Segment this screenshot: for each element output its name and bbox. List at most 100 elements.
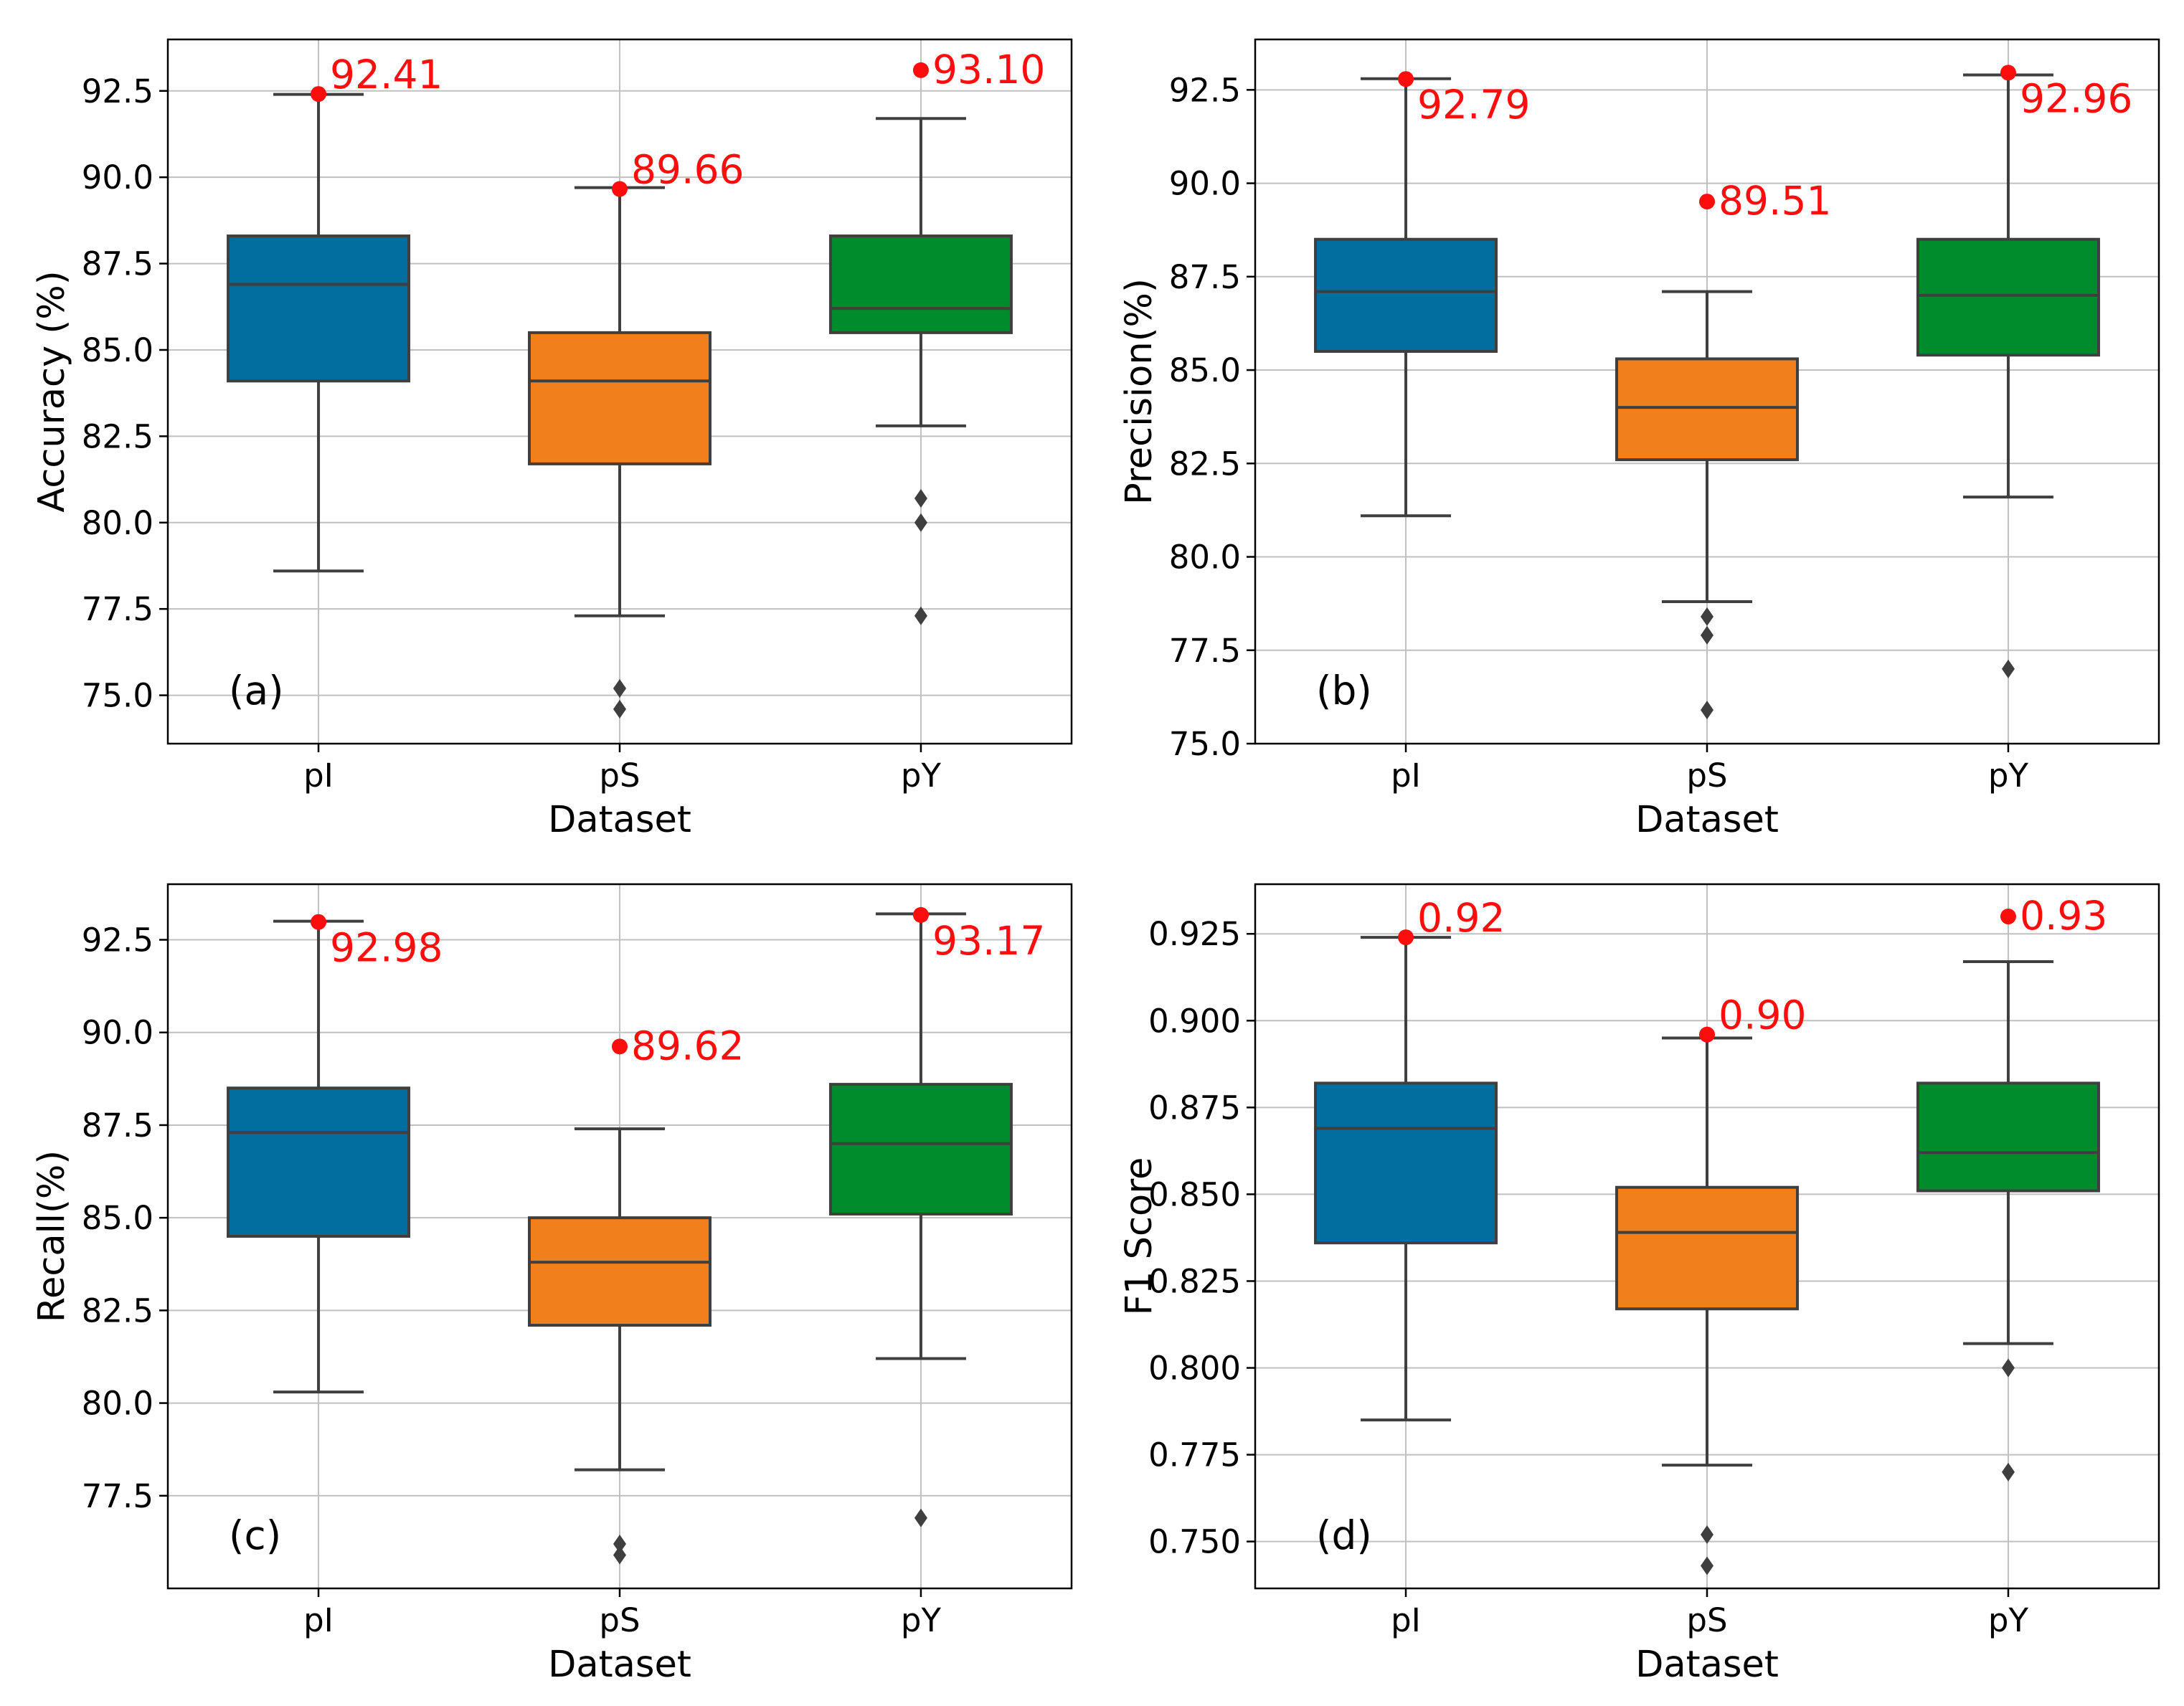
max-value-label: 92.96 (2020, 75, 2132, 121)
panel-label: (a) (229, 668, 284, 714)
outlier-point (914, 513, 927, 532)
x-tick-label: pS (599, 757, 640, 795)
x-tick-label: pY (901, 1601, 942, 1639)
max-value-label: 0.93 (2020, 893, 2107, 939)
panel-label: (d) (1316, 1512, 1372, 1558)
outlier-point (914, 606, 927, 625)
box-pS (1615, 1036, 1799, 1575)
x-tick-label: pY (1988, 1601, 2029, 1639)
outlier-point (613, 1534, 626, 1553)
max-value-label: 92.79 (1417, 82, 1530, 128)
max-value-label: 89.51 (1719, 178, 1831, 224)
y-tick-label: 77.5 (82, 1477, 153, 1515)
x-axis-label: Dataset (548, 1644, 691, 1686)
y-tick-label: 0.775 (1148, 1436, 1241, 1474)
box-pI (1314, 77, 1498, 518)
max-marker (912, 906, 929, 923)
y-tick-label: 75.0 (82, 677, 153, 715)
y-tick-label: 85.0 (1169, 351, 1241, 389)
y-tick-label: 92.5 (1169, 71, 1241, 109)
outlier-point (613, 699, 626, 719)
iqr-box (528, 1216, 712, 1327)
iqr-box (1314, 1081, 1498, 1245)
outlier-point (2001, 1358, 2015, 1378)
x-axis-label: Dataset (548, 799, 691, 841)
max-value-label: 0.90 (1719, 992, 1806, 1038)
x-tick-label: pS (1686, 757, 1727, 795)
x-tick-label: pS (599, 1601, 640, 1639)
y-tick-label: 77.5 (1169, 632, 1241, 670)
max-marker (1398, 71, 1414, 87)
max-marker (311, 914, 327, 930)
iqr-box (227, 234, 411, 383)
y-axis-label: Accuracy (%) (31, 270, 73, 512)
max-marker (612, 181, 628, 197)
iqr-box (227, 1086, 411, 1238)
y-axis-label: Recall(%) (31, 1150, 73, 1322)
y-tick-label: 85.0 (82, 331, 153, 369)
outlier-point (2001, 1462, 2015, 1482)
box-pY (828, 117, 1013, 625)
iqr-box (828, 234, 1013, 334)
x-tick-label: pI (303, 757, 334, 795)
max-marker (1699, 1026, 1715, 1043)
y-tick-label: 92.5 (82, 72, 153, 110)
x-tick-label: pI (303, 1601, 334, 1639)
outlier-point (1701, 701, 1713, 720)
y-tick-label: 0.875 (1148, 1089, 1241, 1127)
y-tick-label: 87.5 (82, 245, 153, 283)
y-tick-label: 90.0 (1169, 165, 1241, 203)
outlier-point (1701, 625, 1713, 645)
max-marker (1699, 194, 1715, 210)
y-tick-label: 80.0 (1169, 539, 1241, 577)
box-pS (528, 186, 712, 719)
max-value-label: 0.92 (1417, 895, 1505, 941)
y-tick-label: 82.5 (82, 1292, 153, 1330)
y-tick-label: 92.5 (82, 921, 153, 959)
box-pY (828, 912, 1013, 1527)
max-marker (2000, 65, 2016, 81)
x-tick-label: pY (901, 757, 942, 795)
y-tick-label: 77.5 (82, 590, 153, 628)
max-marker (912, 62, 929, 78)
max-value-label: 92.41 (330, 52, 443, 98)
y-tick-label: 80.0 (82, 1385, 153, 1423)
y-tick-label: 80.0 (82, 504, 153, 542)
iqr-box (828, 1083, 1013, 1215)
box-pI (227, 919, 411, 1394)
panel-label: (c) (229, 1512, 281, 1558)
outlier-point (1701, 1556, 1713, 1575)
panel-label: (b) (1316, 668, 1372, 714)
y-tick-label: 82.5 (1169, 445, 1241, 483)
x-tick-label: pI (1391, 1601, 1421, 1639)
y-tick-label: 0.900 (1148, 1002, 1241, 1040)
y-tick-label: 87.5 (82, 1106, 153, 1145)
max-value-label: 93.17 (932, 918, 1045, 964)
outlier-point (914, 489, 927, 508)
box-pI (227, 93, 411, 573)
y-tick-label: 0.800 (1148, 1350, 1241, 1388)
box-pY (1916, 73, 2100, 678)
outlier-point (2001, 659, 2015, 678)
outlier-point (613, 678, 626, 698)
x-tick-label: pY (1988, 757, 2029, 795)
iqr-box (1314, 237, 1498, 353)
iqr-box (1916, 1081, 2100, 1193)
panel-d-f1-score: 0.750 0.775 0.800 0.825 0.850 0.875 0.900 0.925… (1118, 883, 2160, 1686)
y-axis-label: Precision(%) (1118, 278, 1160, 505)
y-tick-label: 90.0 (82, 1014, 153, 1052)
y-tick-label: 0.925 (1148, 915, 1241, 953)
y-tick-label: 82.5 (82, 417, 153, 455)
y-axis-label: F1 Score (1118, 1157, 1160, 1316)
box-pI (1314, 936, 1498, 1422)
max-value-label: 93.10 (932, 47, 1045, 93)
max-marker (2000, 909, 2016, 925)
panel-c-recall: 77.5 80.0 82.5 85.0 87.5 90.0 92.5 pI pS pY Datase… (31, 883, 1073, 1686)
iqr-box (1916, 237, 2100, 357)
y-tick-label: 87.5 (1169, 258, 1241, 296)
y-tick-label: 0.850 (1148, 1175, 1241, 1213)
max-marker (612, 1038, 628, 1055)
outlier-point (613, 1545, 626, 1565)
box-pS (1615, 290, 1799, 720)
